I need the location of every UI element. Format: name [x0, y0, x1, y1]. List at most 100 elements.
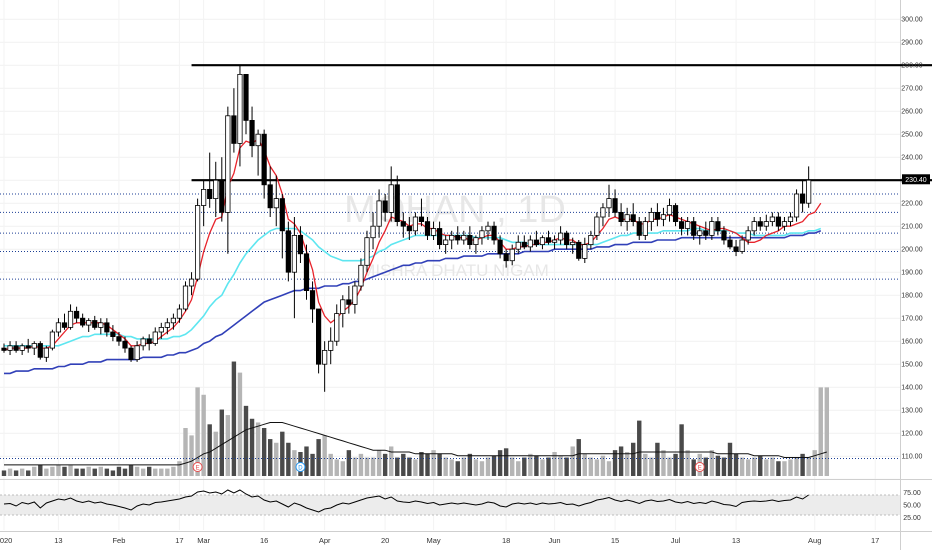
candle-body: [37, 343, 43, 358]
volume-bar: [588, 457, 594, 476]
volume-bar: [461, 457, 466, 476]
price-tick-label: 180.00: [901, 293, 923, 300]
candle-body: [685, 221, 691, 229]
volume-bar: [528, 453, 533, 476]
candle-body: [303, 253, 310, 292]
candle-body: [261, 133, 267, 186]
ema-red-line: [3, 137, 822, 352]
volume-bar: [304, 446, 309, 476]
price-tick-label: 170.00: [901, 316, 923, 323]
volume-bar: [340, 461, 345, 476]
volume-bar: [497, 450, 503, 476]
candle-body: [461, 234, 467, 241]
volume-bar: [661, 450, 666, 476]
volume-bar: [171, 466, 176, 476]
volume-bar: [346, 450, 352, 476]
volume-bar: [752, 457, 757, 476]
rsi-band: [0, 495, 900, 515]
volume-bar: [516, 461, 521, 476]
candle-body: [207, 188, 213, 199]
event-marker[interactable]: [295, 462, 306, 472]
candle-body: [231, 115, 237, 144]
volume-bar: [219, 409, 224, 476]
candle-body: [497, 239, 503, 255]
volume-bar: [147, 466, 152, 476]
candle-body: [606, 198, 612, 209]
volume-bar: [794, 457, 799, 476]
volume-bar: [92, 468, 97, 476]
candle-body: [558, 232, 564, 241]
volume-bar: [243, 405, 249, 476]
volume-bar: [721, 457, 727, 476]
candle-body: [479, 230, 485, 239]
volume-bar: [776, 461, 781, 476]
candle-body: [92, 320, 98, 328]
volume-bar: [546, 457, 551, 476]
volume-bar: [237, 372, 243, 476]
candle-body: [521, 241, 527, 248]
volume-bar: [140, 468, 146, 476]
candle-body: [13, 345, 19, 351]
volume-bar: [134, 466, 140, 476]
candle-body: [110, 331, 116, 337]
candle-body: [739, 239, 745, 252]
volume-bar: [782, 461, 787, 476]
event-marker[interactable]: [192, 462, 203, 472]
volume-bar: [818, 387, 823, 476]
candle-body: [751, 221, 757, 232]
volume-bar: [328, 453, 333, 476]
candle-body: [116, 336, 122, 342]
volume-bar: [98, 466, 103, 476]
candle-body: [315, 308, 322, 365]
candle-body: [43, 347, 49, 358]
candle-body: [237, 74, 243, 144]
volume-bar: [407, 457, 412, 476]
price-tick-label: 130.00: [901, 408, 923, 415]
volume-bar: [715, 455, 721, 476]
rsi-panel[interactable]: 75.00 50.00 25.00: [0, 489, 921, 522]
volume-bar: [370, 457, 376, 476]
volume-bar: [522, 457, 527, 476]
volume-bar: [261, 428, 267, 476]
volume-bar: [183, 428, 188, 476]
volume-bar: [788, 459, 793, 476]
price-tick-label: 160.00: [901, 339, 923, 346]
candle-body: [503, 253, 509, 262]
price-axis[interactable]: 110.00 120.00 130.00 140.00 150.00 160.00 170.…: [901, 17, 930, 461]
volume-bar: [207, 424, 212, 476]
candle-body: [86, 320, 92, 326]
ema-blue-line: [4, 230, 822, 375]
volume-bar: [159, 468, 164, 476]
volume-bar: [503, 448, 509, 476]
moving-averages: [3, 137, 822, 375]
candle-body: [793, 193, 800, 218]
candle-body: [666, 205, 673, 216]
time-tick-label: 20: [381, 536, 389, 545]
volume-bar: [122, 468, 128, 476]
volume-bar: [413, 459, 418, 476]
candle-body: [128, 347, 134, 361]
event-marker-label: E: [196, 466, 200, 472]
volume-bar: [745, 459, 751, 476]
rsi-tick-label: 25.00: [903, 515, 921, 522]
volume-bar: [44, 468, 49, 476]
candle-body: [158, 326, 164, 333]
candle-body: [600, 207, 606, 218]
candle-body: [243, 74, 249, 121]
candle-body: [769, 216, 775, 222]
candle-body: [31, 343, 37, 349]
time-tick-label: Jul: [671, 536, 681, 545]
candle-body: [576, 241, 582, 259]
volume-bar: [606, 461, 612, 476]
event-marker[interactable]: [694, 462, 705, 472]
candle-body: [533, 239, 540, 245]
time-axis[interactable]: 2020 13 Feb 17 Mar 16 Apr 20 May 18 Jun 15 Jul 13 Aug 1…: [0, 536, 879, 545]
volume-bar: [473, 459, 479, 476]
candle-body: [255, 133, 261, 147]
candle-body: [509, 248, 515, 262]
event-marker-label: E: [698, 466, 702, 472]
